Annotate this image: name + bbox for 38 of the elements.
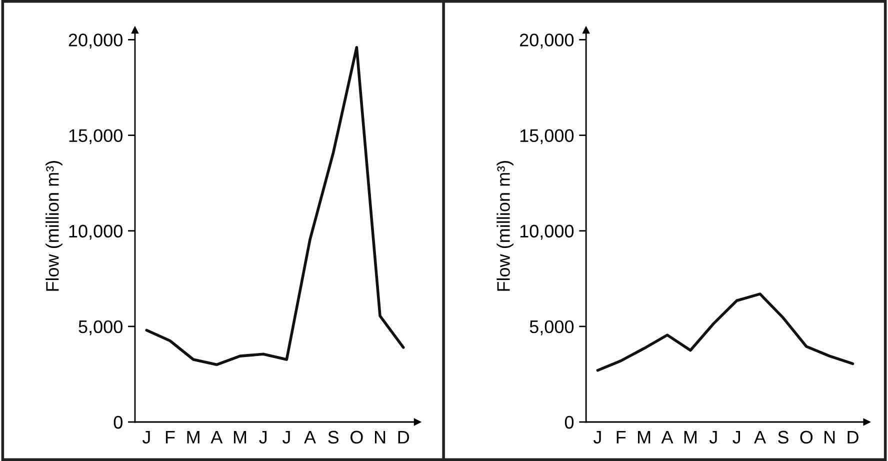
y-tick-label: 0 bbox=[114, 416, 122, 429]
y-tick-label: 5,000 bbox=[78, 320, 122, 336]
y-tick-label: 20,000 bbox=[68, 34, 122, 49]
x-tick-label: M bbox=[187, 430, 200, 444]
y-tick-label: 15,000 bbox=[520, 129, 574, 144]
x-tick-label: M bbox=[234, 430, 246, 444]
y-axis-title: Flow (million m³) bbox=[496, 160, 514, 291]
x-tick-label: J bbox=[709, 430, 717, 444]
y-tick-label: 10,000 bbox=[69, 224, 122, 240]
line-series bbox=[596, 292, 854, 372]
y-tick-label: 20,000 bbox=[520, 34, 574, 49]
x-tick-label: J bbox=[282, 430, 290, 444]
line-series bbox=[145, 46, 405, 366]
x-tick-label: D bbox=[398, 430, 410, 444]
x-tick-label: F bbox=[616, 430, 626, 444]
x-tick-label: N bbox=[824, 430, 835, 444]
x-tick-label: F bbox=[166, 430, 175, 444]
x-tick-label: J bbox=[142, 430, 150, 444]
x-tick-label: M bbox=[638, 430, 650, 444]
x-tick-label: O bbox=[800, 430, 813, 444]
y-tick-label: 0 bbox=[564, 416, 574, 429]
x-tick-label: J bbox=[593, 430, 601, 444]
x-tick-label: A bbox=[754, 430, 766, 444]
x-tick-label: S bbox=[328, 430, 339, 444]
x-tick-label: J bbox=[732, 430, 740, 444]
x-tick-label: S bbox=[778, 430, 788, 444]
x-tick-label: A bbox=[210, 430, 223, 444]
x-tick-label: O bbox=[350, 430, 363, 444]
y-axis-title: Flow (million m³) bbox=[46, 160, 62, 291]
x-tick-label: M bbox=[684, 430, 696, 444]
x-tick-label: A bbox=[661, 430, 674, 444]
x-tick-label: J bbox=[259, 430, 267, 444]
x-tick-label: N bbox=[374, 430, 386, 444]
x-tick-label: A bbox=[304, 430, 316, 444]
y-tick-label: 15,000 bbox=[69, 129, 122, 144]
y-tick-label: 5,000 bbox=[530, 320, 574, 336]
x-tick-label: D bbox=[848, 430, 858, 444]
y-tick-label: 10,000 bbox=[520, 224, 574, 240]
